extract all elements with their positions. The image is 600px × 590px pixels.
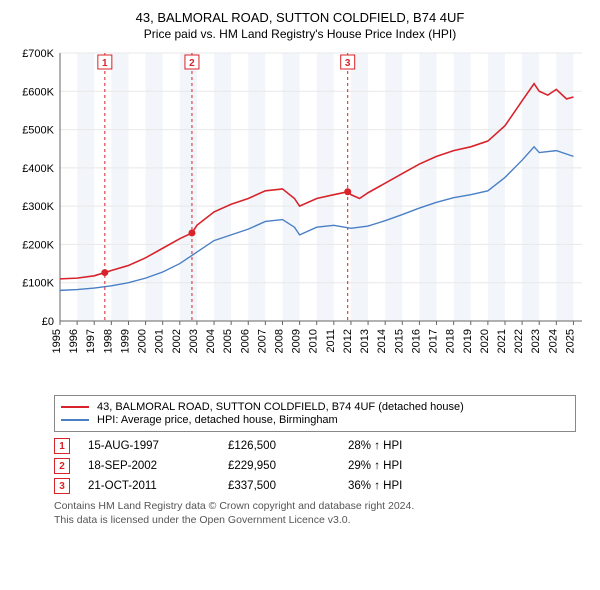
svg-text:2000: 2000 (137, 329, 149, 353)
svg-text:1998: 1998 (102, 329, 114, 353)
svg-text:1995: 1995 (51, 329, 63, 353)
svg-text:2006: 2006 (239, 329, 251, 353)
svg-text:2001: 2001 (154, 329, 166, 353)
chart-area: £0 £100K £200K £300K £400K £500K £600K £700K 199… (10, 47, 590, 387)
line-chart: £0 £100K £200K £300K £400K £500K £600K £700K 199… (10, 47, 590, 387)
sale-marker-badge: 1 (54, 438, 70, 454)
svg-text:2025: 2025 (564, 329, 576, 353)
svg-text:1999: 1999 (119, 329, 131, 353)
svg-text:£0: £0 (42, 316, 54, 328)
svg-text:2002: 2002 (171, 329, 183, 353)
sale-delta: 36% ↑ HPI (348, 480, 468, 492)
svg-text:2021: 2021 (496, 329, 508, 353)
svg-text:£700K: £700K (22, 48, 54, 60)
svg-text:1997: 1997 (85, 329, 97, 353)
svg-text:£200K: £200K (22, 239, 54, 251)
sales-table: 1 15-AUG-1997 £126,500 28% ↑ HPI 2 18-SE… (54, 438, 576, 494)
svg-text:2004: 2004 (205, 329, 217, 353)
svg-text:2016: 2016 (410, 329, 422, 353)
sale-price: £337,500 (228, 480, 348, 492)
legend-swatch (61, 419, 89, 421)
svg-text:£300K: £300K (22, 201, 54, 213)
sale-price: £229,950 (228, 460, 348, 472)
table-row: 3 21-OCT-2011 £337,500 36% ↑ HPI (54, 478, 576, 494)
svg-text:£600K: £600K (22, 86, 54, 98)
svg-text:1: 1 (102, 58, 108, 69)
sale-marker-badge: 2 (54, 458, 70, 474)
svg-text:2012: 2012 (342, 329, 354, 353)
svg-text:2003: 2003 (188, 329, 200, 353)
svg-text:2011: 2011 (325, 329, 337, 353)
svg-text:£100K: £100K (22, 278, 54, 290)
svg-text:2022: 2022 (513, 329, 525, 353)
svg-text:2007: 2007 (256, 329, 268, 353)
chart-title: 43, BALMORAL ROAD, SUTTON COLDFIELD, B74… (10, 10, 590, 25)
svg-text:£400K: £400K (22, 163, 54, 175)
table-row: 1 15-AUG-1997 £126,500 28% ↑ HPI (54, 438, 576, 454)
svg-text:2017: 2017 (428, 329, 440, 353)
svg-text:2009: 2009 (291, 329, 303, 353)
svg-text:2005: 2005 (222, 329, 234, 353)
svg-text:2010: 2010 (308, 329, 320, 353)
table-row: 2 18-SEP-2002 £229,950 29% ↑ HPI (54, 458, 576, 474)
sale-delta: 28% ↑ HPI (348, 440, 468, 452)
chart-container: 43, BALMORAL ROAD, SUTTON COLDFIELD, B74… (0, 0, 600, 535)
svg-text:2: 2 (189, 58, 195, 69)
sale-marker-badge: 3 (54, 478, 70, 494)
footer-line: This data is licensed under the Open Gov… (54, 514, 576, 528)
svg-text:2023: 2023 (530, 329, 542, 353)
sale-delta: 29% ↑ HPI (348, 460, 468, 472)
footer-line: Contains HM Land Registry data © Crown c… (54, 500, 576, 514)
svg-text:2008: 2008 (273, 329, 285, 353)
svg-text:2015: 2015 (393, 329, 405, 353)
sale-date: 15-AUG-1997 (88, 440, 228, 452)
svg-text:2018: 2018 (445, 329, 457, 353)
legend-label: 43, BALMORAL ROAD, SUTTON COLDFIELD, B74… (97, 401, 464, 413)
svg-text:3: 3 (345, 58, 351, 69)
legend-item: 43, BALMORAL ROAD, SUTTON COLDFIELD, B74… (61, 401, 569, 413)
sale-price: £126,500 (228, 440, 348, 452)
sale-date: 18-SEP-2002 (88, 460, 228, 472)
svg-text:2020: 2020 (479, 329, 491, 353)
svg-text:£500K: £500K (22, 125, 54, 137)
legend-item: HPI: Average price, detached house, Birm… (61, 414, 569, 426)
svg-text:2013: 2013 (359, 329, 371, 353)
attribution-footer: Contains HM Land Registry data © Crown c… (54, 500, 576, 527)
svg-text:2019: 2019 (462, 329, 474, 353)
svg-text:2014: 2014 (376, 329, 388, 353)
legend-swatch (61, 406, 89, 408)
svg-text:2024: 2024 (547, 329, 559, 353)
chart-subtitle: Price paid vs. HM Land Registry's House … (10, 27, 590, 41)
sale-date: 21-OCT-2011 (88, 480, 228, 492)
legend-label: HPI: Average price, detached house, Birm… (97, 414, 338, 426)
legend: 43, BALMORAL ROAD, SUTTON COLDFIELD, B74… (54, 395, 576, 432)
svg-text:1996: 1996 (68, 329, 80, 353)
